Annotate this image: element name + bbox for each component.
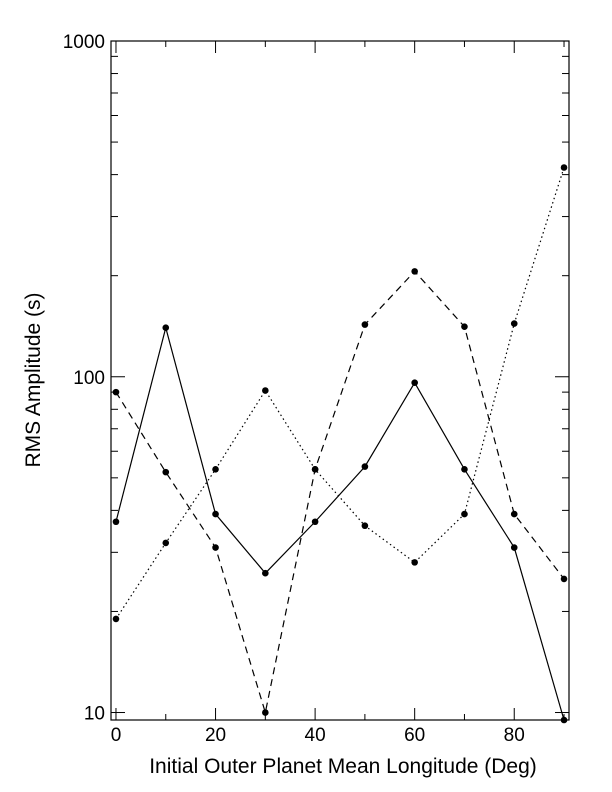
data-point-dotted: [411, 559, 418, 566]
data-point-dashed: [212, 544, 219, 551]
data-point-solid: [461, 466, 468, 473]
data-point-dashed: [560, 575, 568, 583]
x-tick-label: 40: [305, 725, 326, 746]
series-line-dashed: [115, 270, 565, 713]
x-tick-label: 0: [111, 725, 122, 746]
x-tick-label: 60: [404, 725, 425, 746]
y-tick-label: 10: [84, 704, 105, 725]
x-axis-title: Initial Outer Planet Mean Longitude (Deg…: [149, 755, 537, 778]
data-point-dashed: [112, 388, 120, 396]
x-axis-ticks: 0 20 40 60 80: [111, 41, 565, 746]
plot-frame: [110, 40, 570, 721]
data-point-solid: [560, 716, 568, 724]
series-layer: [112, 164, 568, 724]
y-tick-label: 100: [73, 368, 105, 389]
data-point-dotted: [461, 510, 468, 518]
data-point-solid: [510, 544, 518, 551]
data-point-dashed: [510, 510, 518, 518]
plot-border: [110, 40, 570, 721]
x-tick-label: 20: [205, 725, 226, 746]
series-line-solid: [115, 325, 565, 721]
data-point-solid: [411, 379, 418, 387]
data-point-dotted: [560, 164, 568, 171]
data-point-solid: [112, 518, 120, 526]
data-point-dashed: [361, 321, 369, 328]
data-point-dotted: [112, 615, 120, 623]
y-axis-title: RMS Amplitude (s): [22, 292, 45, 467]
data-point-dotted: [262, 387, 269, 394]
data-point-solid: [311, 518, 319, 526]
data-point-dotted: [510, 320, 518, 327]
data-point-solid: [212, 510, 219, 518]
data-point-dashed: [411, 268, 418, 275]
data-point-dashed: [262, 709, 269, 716]
data-point-dotted: [361, 522, 369, 530]
data-point-solid: [361, 463, 369, 470]
data-point-solid: [262, 569, 269, 577]
y-axis-ticks: 10 100 1000: [63, 32, 569, 725]
x-tick-label: 80: [504, 725, 525, 746]
data-point-dashed: [461, 323, 468, 330]
data-point-dotted: [311, 466, 319, 473]
series-line-dotted: [115, 167, 565, 620]
data-point-dashed: [162, 468, 170, 476]
data-point-dotted: [212, 466, 219, 473]
data-point-solid: [162, 324, 170, 331]
y-tick-label: 1000: [63, 32, 105, 53]
data-point-dotted: [162, 539, 170, 547]
